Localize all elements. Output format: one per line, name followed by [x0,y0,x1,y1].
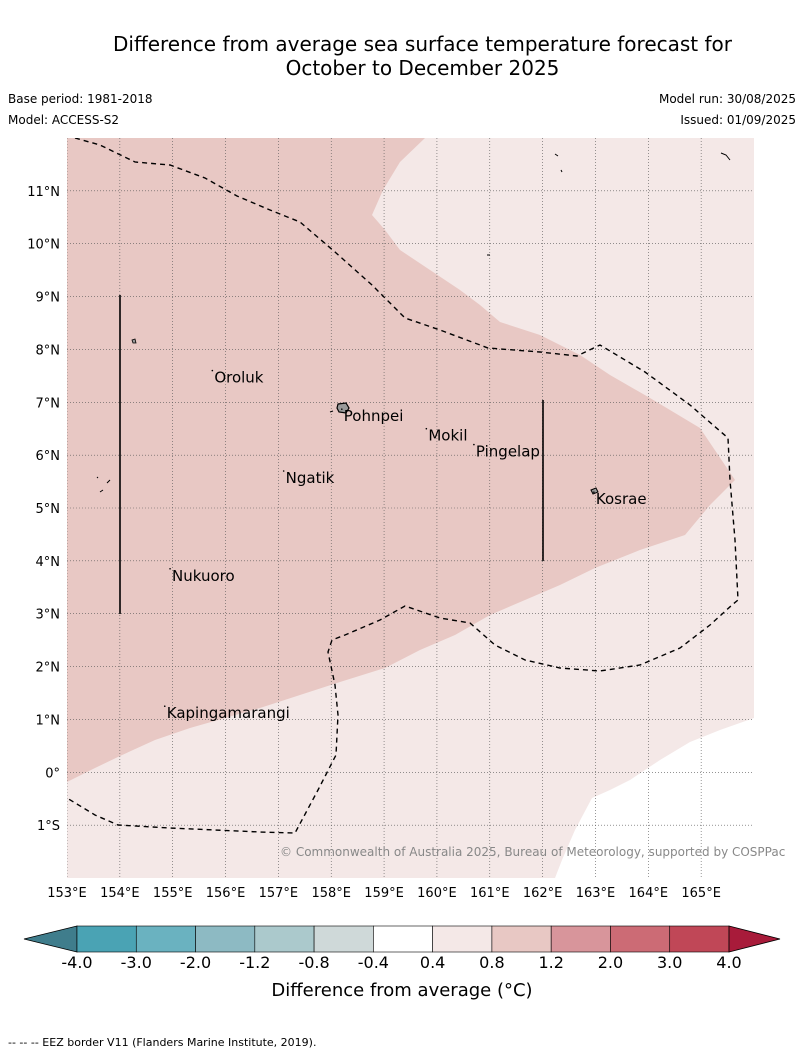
colorbar: -4.0 -3.0 -2.0 -1.2 -0.8 -0.4 0.4 0.8 1.2 2.0 3.0 4… [23,925,781,972]
latitude-tick-label: 2°N [36,661,61,676]
colorbar-tick-label: 4.0 [716,953,741,972]
latitude-labels: 11°N 10°N 9°N 8°N 7°N 6°N 5°N 4°N 3°N 2°N 1°N 0° 1°S [27,185,60,834]
pohnpei-island [336,402,350,414]
longitude-tick-label: 155°E [153,886,193,901]
longitude-tick-label: 164°E [629,886,669,901]
model-run-text: Model run: 30/08/2025 [658,92,796,106]
issued-text: Issued: 01/09/2025 [680,113,796,127]
colorbar-tick-label: -1.2 [239,953,270,972]
graticule [67,138,754,878]
place-label: Pohnpei [344,407,404,425]
latitude-tick-label: 0° [45,766,60,781]
colorbar-bin [135,925,196,953]
colorbar-bin [550,925,611,953]
island-small-4 [720,152,731,161]
colorbar-extend-low [23,925,78,953]
latitude-tick-label: 1°S [37,819,60,834]
place-label: Nukuoro [172,567,235,585]
colorbar-bin [254,925,315,953]
model-text: Model: ACCESS-S2 [8,113,120,127]
place-label: Mokil [428,427,467,445]
eez-border-north [67,138,739,834]
colorbar-bin [313,925,374,953]
longitude-labels: 153°E 154°E 155°E 156°E 157°E 158°E 159°E 160°E… [47,886,721,901]
eez-footnote: -- -- -- EEZ border V11 (Flanders Marine… [8,1036,317,1049]
colorbar-bin [76,925,137,953]
colorbar-bin [610,925,671,953]
longitude-tick-label: 161°E [470,886,510,901]
island-small-2 [96,476,111,493]
colorbar-tick-label: -0.4 [358,953,389,972]
place-label: Ngatik [286,469,335,487]
place-marker [282,470,285,472]
longitude-tick-label: 156°E [206,886,246,901]
latitude-tick-label: 4°N [36,555,61,570]
island-small-3 [554,153,563,173]
place-marker [169,567,171,570]
longitude-tick-label: 157°E [259,886,299,901]
place-marker [593,491,595,493]
longitude-tick-label: 160°E [417,886,457,901]
colorbar-tick-label: -2.0 [180,953,211,972]
colorbar-tick-label: 3.0 [657,953,682,972]
colorbar-tick-label: -3.0 [121,953,152,972]
place-marker [163,705,166,708]
latitude-tick-label: 3°N [36,608,61,623]
colorbar-bin [491,925,552,953]
longitude-tick-label: 154°E [100,886,140,901]
colorbar-bin [432,925,493,953]
copyright-text: © Commonwealth of Australia 2025, Bureau… [280,845,786,859]
latitude-tick-label: 7°N [36,396,61,411]
place-label: Kosrae [596,490,647,508]
colorbar-tick-label: -4.0 [61,953,92,972]
colorbar-bin [373,925,433,953]
title-line-2: October to December 2025 [285,56,560,80]
longitude-tick-label: 163°E [576,886,616,901]
place-marker [425,427,428,430]
place-label: Kapingamarangi [167,704,290,722]
longitude-tick-label: 158°E [311,886,351,901]
colorbar-tick-label: 2.0 [598,953,623,972]
place-marker [473,443,475,446]
longitude-tick-label: 153°E [47,886,87,901]
place-marker [341,408,343,410]
longitude-tick-label: 165°E [681,886,721,901]
place-labels: Oroluk Pohnpei Mokil Pingelap Ngatik Kosrae Nu… [163,369,647,722]
latitude-tick-label: 10°N [27,238,60,253]
map-area: Oroluk Pohnpei Mokil Pingelap Ngatik Kosrae Nu… [67,138,754,878]
island-small-1 [131,338,137,344]
colorbar-bin [669,925,730,953]
latitude-tick-label: 1°N [36,713,61,728]
title-line-1: Difference from average sea surface temp… [112,32,732,56]
colorbar-tick-label: -0.8 [298,953,329,972]
colorbar-tick-label: 0.8 [479,953,504,972]
map-title: Difference from average sea surface temp… [0,32,804,80]
island-small-5 [329,410,334,413]
place-marker [211,369,214,372]
colorbar-tick-label: 0.4 [420,953,445,972]
longitude-tick-label: 162°E [523,886,563,901]
colorbar-bin [195,925,256,953]
latitude-tick-label: 6°N [36,449,61,464]
latitude-tick-label: 11°N [27,185,60,200]
anomaly-band-neutral [555,718,754,878]
anomaly-band-warm [67,138,735,782]
place-label: Pingelap [476,443,540,461]
latitude-tick-label: 9°N [36,291,61,306]
longitude-tick-label: 159°E [364,886,404,901]
colorbar-extend-high [728,925,781,953]
latitude-tick-label: 8°N [36,343,61,358]
base-period-text: Base period: 1981-2018 [8,92,153,106]
colorbar-label: Difference from average (°C) [271,980,533,1001]
latitude-tick-label: 5°N [36,502,61,517]
kosrae-island [590,487,599,495]
place-label: Oroluk [214,369,263,387]
colorbar-tick-label: 1.2 [538,953,563,972]
